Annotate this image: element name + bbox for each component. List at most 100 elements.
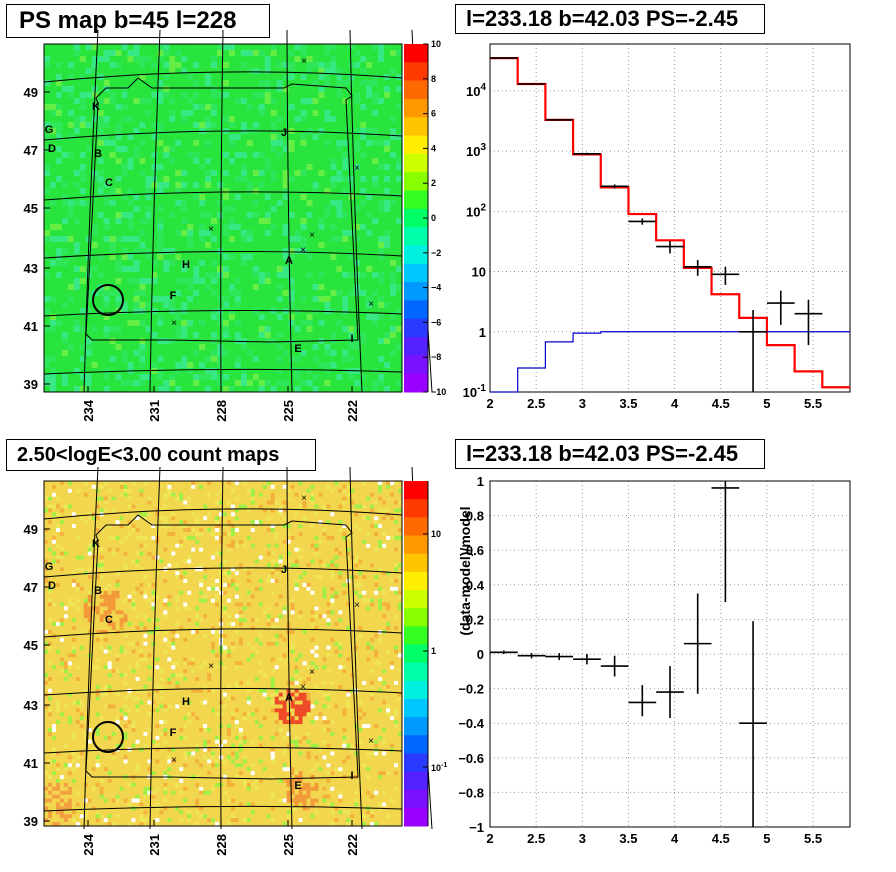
source-label-F: F [170, 290, 177, 302]
colorbar-tick-label: −10 [431, 387, 446, 397]
x-tick-label: 228 [214, 834, 229, 856]
y-tick-label: 49 [24, 85, 38, 100]
x-tick-label: 3.5 [619, 396, 637, 411]
colorbar-segment [404, 98, 428, 118]
residual-data-point [600, 655, 629, 677]
x-tick-label: 225 [281, 400, 296, 422]
x-tick-label: 228 [214, 400, 229, 422]
spectrum-data-point [490, 57, 518, 59]
spectrum-plot: 2 2.5 3 3.5 4 4.5 5 5.5 10-1 1 10 102 103 104 [463, 43, 851, 411]
residual-frame [489, 480, 851, 828]
x-tick-label: 3 [579, 831, 586, 846]
colorbar-tick-label: 1 [431, 646, 436, 656]
y-tick-label: 102 [466, 202, 486, 219]
source-label-F: F [170, 727, 177, 739]
ps-map-axes: 49 47 45 43 41 39 234 231 228 225 222 [24, 85, 360, 422]
source-marker: × [368, 299, 374, 310]
spectrum-data-point [683, 260, 712, 276]
y-tick-label: −1 [469, 820, 484, 835]
parallel-line [43, 309, 403, 317]
y-tick-label: −0.2 [458, 682, 484, 697]
spectrum-grid [489, 44, 850, 393]
source-label-E: E [294, 780, 301, 792]
source-marker: × [354, 600, 360, 611]
colorbar-segment [404, 735, 428, 754]
colorbar-segment [404, 172, 428, 192]
meridian-line [83, 466, 99, 830]
count-map-region-outline [85, 514, 359, 780]
x-tick-label: 4.5 [712, 396, 730, 411]
colorbar-segment [404, 208, 428, 228]
source-marker: × [309, 230, 315, 241]
colorbar-segment [404, 62, 428, 82]
x-tick-label: 2 [486, 831, 493, 846]
colorbar-segment [404, 517, 428, 536]
spectrum-data-point [766, 290, 795, 325]
colorbar-segment [404, 337, 428, 356]
residual-data-point [711, 481, 740, 603]
colorbar-tick-label: 10 [431, 529, 441, 539]
residual-data-point [683, 593, 712, 694]
residual-grid [489, 480, 850, 828]
colorbar-tick-label: 6 [431, 109, 436, 119]
colorbar-segment [404, 227, 428, 246]
x-tick-label: 2 [486, 396, 493, 411]
source-label-E: E [294, 343, 301, 355]
source-marker: × [171, 755, 177, 766]
parallel-line [43, 508, 403, 520]
meridian-line [149, 29, 161, 393]
x-tick-label: 5 [763, 831, 770, 846]
colorbar-tick-label: 0 [431, 213, 436, 223]
ps-colorbar: 10 8 6 4 2 0 −2 −4 −6 −8 −10 [404, 39, 446, 397]
source-label-G: G [45, 561, 54, 573]
x-tick-label: 234 [81, 833, 96, 855]
spectrum-background-step [490, 331, 850, 393]
colorbar-segment [404, 481, 428, 500]
colorbar-segment [404, 626, 428, 645]
colorbar-segment [404, 644, 428, 664]
parallel-line [43, 567, 403, 578]
x-tick-label: 2.5 [527, 396, 545, 411]
source-label-J: J [281, 127, 287, 139]
colorbar-tick-label: −4 [431, 283, 441, 293]
colorbar-segment [404, 44, 428, 63]
y-tick-label: 104 [466, 82, 486, 99]
parallel-line [43, 687, 403, 696]
x-tick-label: 222 [345, 400, 360, 422]
y-tick-label: 1 [477, 474, 484, 489]
count-map-roi-circle [92, 721, 124, 753]
x-tick-label: 234 [81, 399, 96, 421]
colorbar-segment [404, 662, 428, 682]
colorbar-segment [404, 680, 428, 700]
colorbar-segment [404, 553, 428, 573]
colorbar-segment [404, 717, 428, 736]
colorbar-segment [404, 535, 428, 555]
source-label-I: I [350, 770, 353, 782]
colorbar-tick-label: 10-1 [431, 762, 447, 773]
y-tick-label: −0.4 [458, 716, 484, 731]
source-marker: × [300, 682, 306, 693]
y-tick-label: 39 [24, 377, 38, 392]
meridian-line [149, 466, 161, 830]
colorbar-segment [404, 499, 428, 518]
colorbar-segment [404, 807, 428, 827]
colorbar-segment [404, 282, 428, 301]
y-tick-label: 0.2 [466, 612, 484, 627]
colorbar-segment [404, 117, 428, 137]
y-tick-label: 45 [24, 201, 38, 216]
source-label-K: K [92, 538, 100, 550]
x-tick-label: 2.5 [527, 831, 545, 846]
spectrum-data-point [517, 83, 546, 85]
y-tick-label: 43 [24, 698, 38, 713]
residual-data-point [628, 685, 657, 717]
source-marker: × [301, 56, 307, 67]
colorbar-segment [404, 263, 428, 283]
y-tick-label: 49 [24, 522, 38, 537]
count-map-cells [44, 481, 403, 827]
source-marker: × [208, 224, 214, 235]
y-tick-label: 0.6 [466, 543, 484, 558]
y-tick-label: 47 [24, 580, 38, 595]
source-marker: × [354, 163, 360, 174]
